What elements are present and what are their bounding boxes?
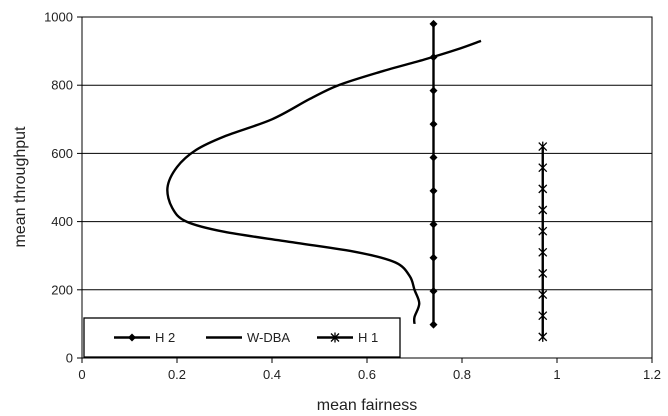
x-tick-label: 0.6 xyxy=(358,367,376,382)
x-tick-label: 0.2 xyxy=(168,367,186,382)
y-tick-label: 600 xyxy=(51,146,73,161)
data-point xyxy=(538,205,548,216)
legend-marker xyxy=(330,332,340,343)
data-point xyxy=(538,226,548,237)
data-point xyxy=(429,120,438,129)
y-tick-label: 800 xyxy=(51,78,73,93)
data-point xyxy=(429,86,438,95)
x-tick-label: 1.2 xyxy=(643,367,661,382)
legend-item-h-1: H 1 xyxy=(317,330,378,345)
data-point xyxy=(429,320,438,329)
x-tick-label: 0.8 xyxy=(453,367,471,382)
data-point xyxy=(429,19,438,28)
legend-label: H 1 xyxy=(358,330,378,345)
series-h-2 xyxy=(429,19,438,329)
legend-label: W-DBA xyxy=(247,330,290,345)
data-point xyxy=(538,289,548,300)
data-point xyxy=(429,186,438,195)
x-tick-label: 0 xyxy=(78,367,85,382)
data-point xyxy=(538,162,548,173)
data-point xyxy=(429,220,438,229)
legend-marker xyxy=(128,333,136,342)
data-point xyxy=(429,253,438,262)
data-point xyxy=(538,183,548,194)
legend: H 2 W-DBA H 1 xyxy=(83,317,401,358)
grid-layer xyxy=(82,16,652,291)
data-point xyxy=(538,141,548,152)
x-axis-title: mean fairness xyxy=(317,397,418,414)
y-tick-label: 200 xyxy=(51,282,73,297)
series-h-1 xyxy=(538,141,548,342)
legend-item-w-dba: W-DBA xyxy=(206,330,290,345)
plot-area-border xyxy=(81,16,653,359)
x-tick-label: 1 xyxy=(553,367,560,382)
x-tick-label: 0.4 xyxy=(263,367,281,382)
series-layer xyxy=(166,19,548,342)
data-point xyxy=(429,287,438,296)
data-point xyxy=(538,331,548,342)
data-point xyxy=(538,310,548,321)
y-axis-title: mean throughput xyxy=(12,126,29,248)
data-point xyxy=(538,268,548,279)
y-tick-label: 0 xyxy=(66,351,73,366)
legend-label: H 2 xyxy=(155,330,175,345)
y-tick-label: 400 xyxy=(51,214,73,229)
legend-item-h-2: H 2 xyxy=(114,330,175,345)
axis-layer: 0 200 400 600 800 1000 0 0.2 0.4 0.6 0.8 1 1.2 xyxy=(44,10,661,383)
series-line xyxy=(166,39,482,324)
data-point xyxy=(538,247,548,258)
data-point xyxy=(429,153,438,162)
y-tick-label: 1000 xyxy=(44,10,73,25)
series-w-dba xyxy=(166,39,482,324)
